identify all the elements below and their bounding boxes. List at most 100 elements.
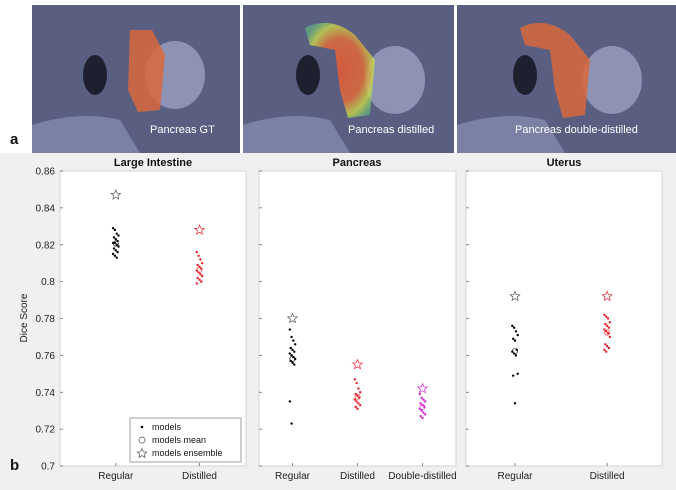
legend-box (129, 417, 242, 463)
y-axis-ticks (259, 170, 262, 467)
ensemble-star (601, 290, 613, 302)
model-point (196, 263, 199, 267)
pancreas-distilled-overlay (305, 22, 375, 119)
model-point (201, 261, 204, 265)
model-point (195, 250, 198, 254)
y-axis-ticks (466, 170, 469, 467)
model-point (290, 422, 293, 425)
model-point (288, 328, 291, 331)
model-point (422, 398, 425, 401)
legend-label-models: models (152, 422, 182, 432)
model-point (359, 403, 362, 407)
model-point (353, 398, 356, 401)
model-point (605, 315, 608, 318)
legend: models models mean models ensemble (129, 417, 242, 463)
legend-label-models-ensemble: models ensemble (152, 448, 223, 458)
model-point (288, 400, 291, 403)
model-point (117, 234, 120, 237)
x-tick-label: Regular (98, 471, 134, 482)
model-point (291, 348, 294, 352)
model-point (419, 402, 422, 405)
model-point (114, 238, 118, 241)
model-point (604, 343, 607, 346)
image-caption-double-distilled: Pancreas double-distilled (515, 124, 638, 136)
model-point (513, 402, 517, 405)
legend-marker-models-mean (138, 436, 146, 444)
model-point (421, 416, 424, 420)
model-point (116, 239, 119, 243)
x-tick-label: Regular (497, 471, 533, 482)
models-mean-marker (354, 393, 361, 400)
model-point (356, 407, 359, 411)
chart-title: Uterus (547, 157, 582, 169)
models-mean-marker (512, 348, 518, 354)
model-point (511, 324, 514, 328)
panel-a: Pancreas GT Pancreas distilled Pancreas … (0, 0, 676, 153)
x-axis-ticks: Regular Distilled (98, 463, 217, 482)
model-point (117, 245, 120, 248)
model-point (198, 278, 201, 281)
model-point (113, 228, 117, 232)
ensemble-star (110, 189, 122, 200)
chart-title: Pancreas (333, 157, 382, 169)
y-axis-ticks: 0.7 0.72 0.74 0.76 0.78 0.8 0.82 0.84 0.86 (36, 167, 63, 473)
model-point (112, 236, 116, 239)
plot-area (258, 170, 457, 467)
x-tick-label: Distilled (182, 471, 217, 482)
y-tick-label: 0.76 (36, 351, 56, 362)
model-point (512, 337, 515, 340)
model-point (606, 317, 610, 320)
legend-marker-models (140, 425, 144, 429)
model-point (292, 339, 295, 342)
models-mean-marker (604, 329, 611, 336)
model-point (293, 350, 296, 353)
model-point (516, 372, 519, 376)
data-marks (286, 312, 429, 425)
model-point (197, 254, 200, 258)
models-mean-marker (289, 355, 296, 362)
ensemble-star (509, 290, 521, 302)
model-point (603, 313, 606, 317)
ct-image-gt (32, 5, 240, 153)
model-point (115, 256, 118, 259)
model-point (199, 258, 202, 261)
y-tick-label: 0.82 (36, 240, 56, 251)
model-point (290, 335, 293, 339)
model-point (603, 328, 606, 331)
model-point (354, 392, 357, 396)
model-point (359, 391, 362, 394)
ensemble-star (351, 358, 364, 370)
model-point (608, 320, 612, 324)
model-point (198, 265, 201, 269)
model-point (112, 247, 116, 250)
x-tick-label: Regular (275, 471, 311, 482)
legend-label-models-mean: models mean (152, 435, 206, 445)
model-point (424, 400, 427, 403)
model-point (113, 241, 117, 245)
y-tick-label: 0.74 (36, 388, 56, 399)
y-tick-label: 0.86 (36, 167, 56, 178)
model-point (605, 344, 609, 348)
y-tick-label: 0.7 (41, 462, 55, 473)
model-point (289, 346, 292, 350)
model-point (605, 350, 608, 353)
data-marks (110, 189, 206, 285)
model-point (603, 348, 606, 352)
models-mean-marker (112, 240, 119, 247)
models-mean-marker (196, 266, 203, 273)
pancreas-gt-overlay (128, 30, 165, 112)
y-tick-label: 0.72 (36, 425, 56, 436)
model-point (606, 332, 610, 335)
model-point (113, 254, 117, 258)
ct-image-distilled (243, 5, 454, 153)
x-tick-label: Distilled (590, 471, 625, 482)
model-point (607, 346, 611, 350)
model-point (116, 250, 119, 254)
panel-label-a: a (10, 131, 19, 148)
chart-uterus: Uterus Regular Distilled (465, 157, 663, 482)
ct-image-double-distilled (457, 5, 676, 153)
model-point (356, 394, 359, 398)
model-point (293, 363, 296, 366)
y-tick-label: 0.78 (36, 314, 56, 325)
